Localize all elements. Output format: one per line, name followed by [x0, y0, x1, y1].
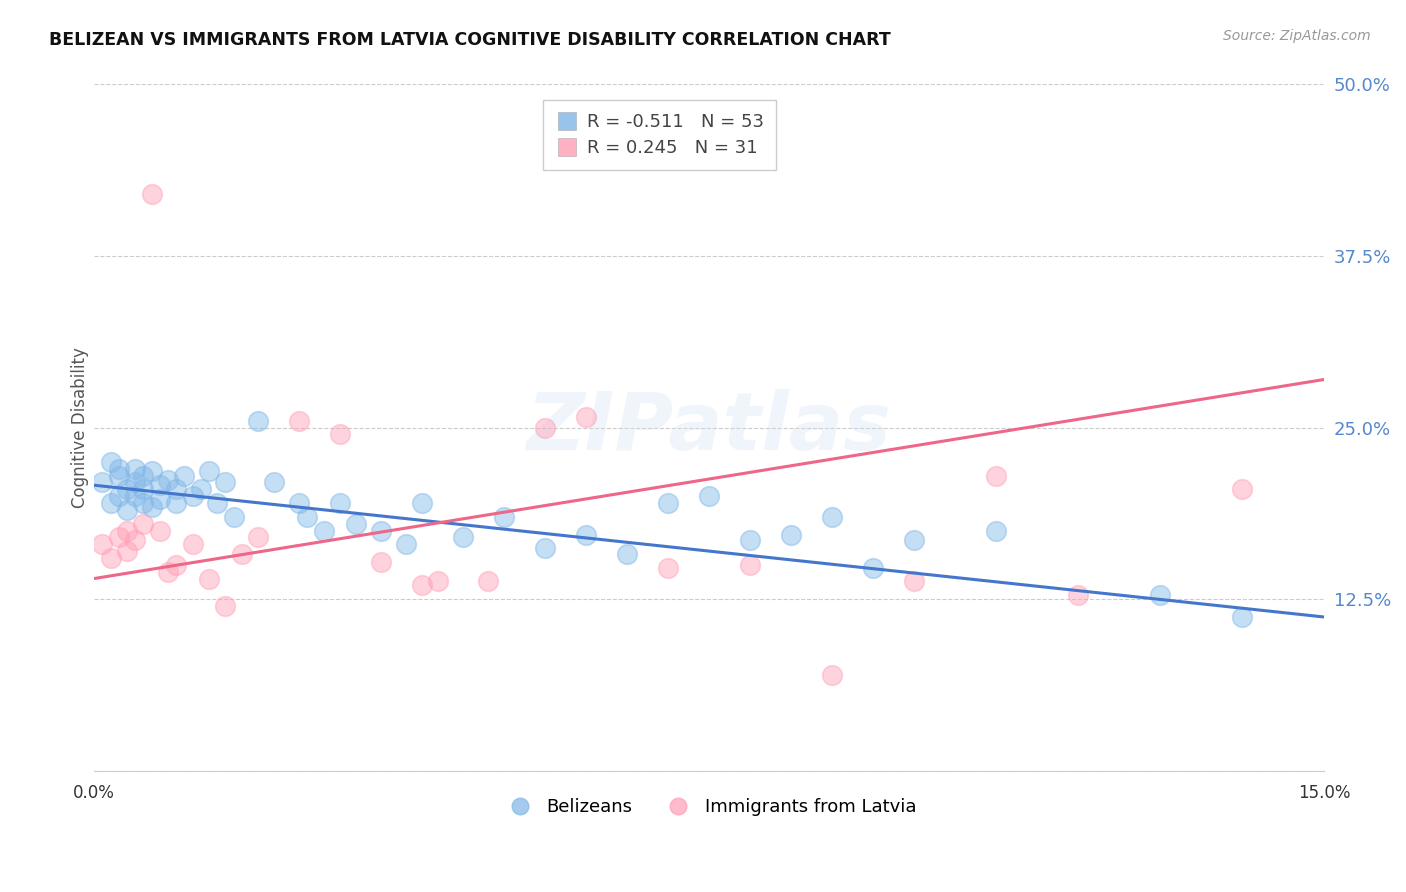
- Point: [534, 541, 557, 556]
- Point: [214, 475, 236, 490]
- Point: [984, 468, 1007, 483]
- Point: [141, 187, 163, 202]
- Point: [427, 574, 450, 589]
- Point: [141, 465, 163, 479]
- Point: [1230, 483, 1253, 497]
- Point: [198, 572, 221, 586]
- Point: [738, 533, 761, 548]
- Point: [156, 473, 179, 487]
- Point: [124, 475, 146, 490]
- Point: [222, 509, 245, 524]
- Point: [100, 496, 122, 510]
- Point: [657, 496, 679, 510]
- Point: [156, 565, 179, 579]
- Point: [132, 496, 155, 510]
- Point: [231, 547, 253, 561]
- Point: [616, 547, 638, 561]
- Text: Source: ZipAtlas.com: Source: ZipAtlas.com: [1223, 29, 1371, 43]
- Point: [100, 455, 122, 469]
- Point: [534, 420, 557, 434]
- Point: [329, 427, 352, 442]
- Point: [263, 475, 285, 490]
- Point: [198, 465, 221, 479]
- Point: [984, 524, 1007, 538]
- Point: [346, 516, 368, 531]
- Point: [91, 537, 114, 551]
- Point: [312, 524, 335, 538]
- Point: [451, 530, 474, 544]
- Point: [821, 509, 844, 524]
- Point: [115, 503, 138, 517]
- Point: [395, 537, 418, 551]
- Point: [115, 524, 138, 538]
- Point: [575, 527, 598, 541]
- Point: [165, 558, 187, 572]
- Point: [657, 560, 679, 574]
- Point: [115, 544, 138, 558]
- Point: [370, 555, 392, 569]
- Point: [821, 667, 844, 681]
- Point: [247, 530, 270, 544]
- Point: [247, 414, 270, 428]
- Y-axis label: Cognitive Disability: Cognitive Disability: [72, 347, 89, 508]
- Point: [697, 489, 720, 503]
- Point: [149, 524, 172, 538]
- Point: [288, 414, 311, 428]
- Point: [181, 537, 204, 551]
- Point: [91, 475, 114, 490]
- Point: [149, 491, 172, 506]
- Point: [862, 560, 884, 574]
- Legend: Belizeans, Immigrants from Latvia: Belizeans, Immigrants from Latvia: [495, 791, 924, 823]
- Point: [1149, 588, 1171, 602]
- Point: [141, 500, 163, 515]
- Text: ZIPatlas: ZIPatlas: [526, 389, 891, 467]
- Point: [132, 468, 155, 483]
- Point: [107, 461, 129, 475]
- Point: [1230, 610, 1253, 624]
- Point: [165, 483, 187, 497]
- Point: [165, 496, 187, 510]
- Point: [100, 551, 122, 566]
- Point: [1067, 588, 1090, 602]
- Point: [288, 496, 311, 510]
- Point: [149, 478, 172, 492]
- Point: [107, 468, 129, 483]
- Point: [132, 516, 155, 531]
- Text: BELIZEAN VS IMMIGRANTS FROM LATVIA COGNITIVE DISABILITY CORRELATION CHART: BELIZEAN VS IMMIGRANTS FROM LATVIA COGNI…: [49, 31, 891, 49]
- Point: [107, 530, 129, 544]
- Point: [575, 409, 598, 424]
- Point: [205, 496, 228, 510]
- Point: [173, 468, 195, 483]
- Point: [411, 578, 433, 592]
- Point: [124, 533, 146, 548]
- Point: [411, 496, 433, 510]
- Point: [181, 489, 204, 503]
- Point: [903, 533, 925, 548]
- Point: [297, 509, 319, 524]
- Point: [780, 527, 803, 541]
- Point: [115, 483, 138, 497]
- Point: [738, 558, 761, 572]
- Point: [329, 496, 352, 510]
- Point: [107, 489, 129, 503]
- Point: [132, 483, 155, 497]
- Point: [124, 489, 146, 503]
- Point: [903, 574, 925, 589]
- Point: [370, 524, 392, 538]
- Point: [214, 599, 236, 613]
- Point: [477, 574, 499, 589]
- Point: [190, 483, 212, 497]
- Point: [494, 509, 516, 524]
- Point: [124, 461, 146, 475]
